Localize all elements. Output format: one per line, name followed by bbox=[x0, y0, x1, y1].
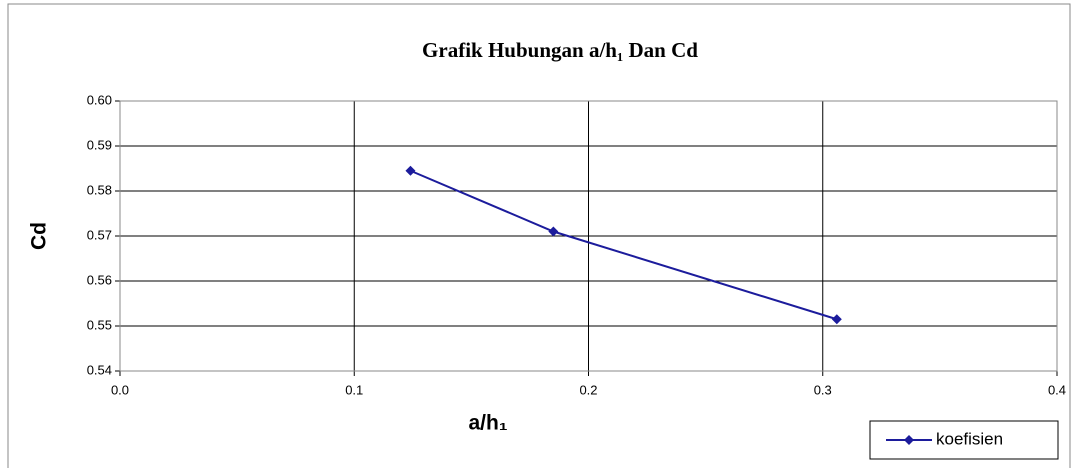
y-tick-label: 0.55 bbox=[87, 317, 112, 332]
legend-label: koefisien bbox=[936, 429, 1003, 448]
y-tick-label: 0.58 bbox=[87, 182, 112, 197]
y-axis-label: Cd bbox=[28, 222, 51, 250]
chart-title: Grafik Hubungan a/h₁ Dan Cd bbox=[422, 38, 698, 62]
x-tick-label: 0.2 bbox=[579, 382, 597, 397]
y-tick-label: 0.60 bbox=[87, 92, 112, 107]
y-tick-label: 0.59 bbox=[87, 137, 112, 152]
x-tick-label: 0.3 bbox=[814, 382, 832, 397]
plot-area bbox=[119, 100, 1058, 372]
y-tick-label: 0.54 bbox=[87, 362, 112, 377]
data-point bbox=[831, 314, 842, 325]
legend-box bbox=[869, 420, 1059, 460]
data-point bbox=[405, 165, 416, 176]
x-axis-label: a/h₁ bbox=[468, 412, 507, 435]
x-tick-label: 0.0 bbox=[111, 382, 129, 397]
y-tick-label: 0.57 bbox=[87, 227, 112, 242]
y-tick-label: 0.56 bbox=[87, 272, 112, 287]
data-point bbox=[548, 226, 559, 237]
legend-marker bbox=[904, 435, 914, 445]
x-tick-label: 0.1 bbox=[345, 382, 363, 397]
x-tick-label: 0.4 bbox=[1048, 382, 1066, 397]
